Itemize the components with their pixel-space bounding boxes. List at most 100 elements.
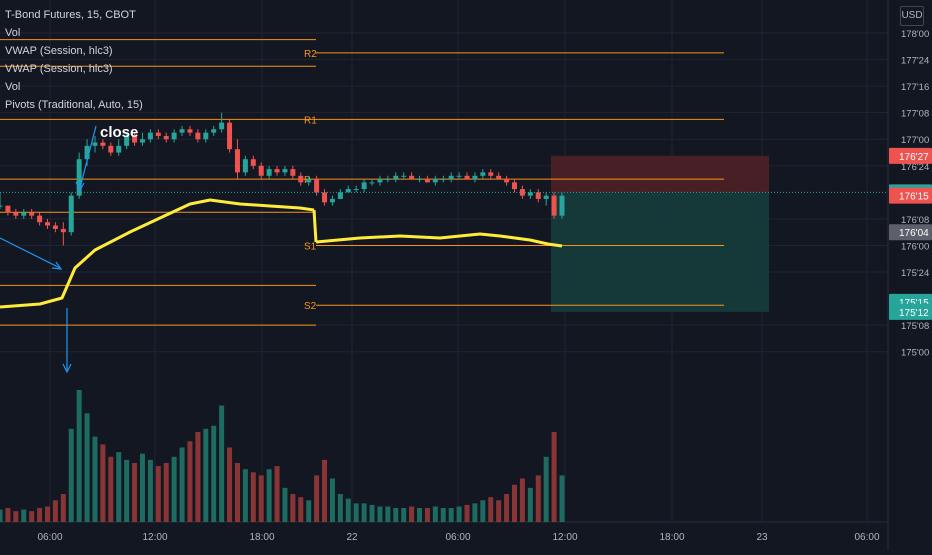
legend-indicator-vol[interactable]: Vol	[5, 81, 21, 93]
volume-bar	[551, 431, 557, 522]
y-tick-label: 176'08	[901, 215, 929, 226]
y-tick-label: 176'00	[901, 241, 929, 252]
price-label-box	[889, 187, 932, 204]
x-tick-label: 23	[756, 532, 768, 543]
volume-bar	[432, 506, 438, 522]
candle-body	[52, 225, 58, 229]
candle-body	[203, 132, 209, 140]
volume-bar	[512, 484, 518, 522]
price-label: 176'04	[899, 228, 929, 239]
volume-bar	[440, 508, 446, 522]
candle-body	[132, 135, 138, 143]
candle-body	[417, 179, 423, 181]
legend-indicator-pivots[interactable]: Pivots (Traditional, Auto, 15)	[5, 99, 143, 111]
legend-indicator-vwap[interactable]: VWAP (Session, hlc3)	[5, 45, 113, 57]
candle-body	[147, 132, 153, 140]
candle-body	[13, 212, 19, 216]
candle-body	[401, 175, 407, 177]
candle-body	[472, 175, 478, 180]
y-tick-label: 177'00	[901, 135, 929, 146]
volume-bar	[393, 508, 399, 522]
volume-bar	[274, 466, 280, 522]
volume-bar	[203, 428, 209, 522]
arrowhead-icon	[62, 363, 72, 374]
x-tick-label: 06:00	[37, 532, 62, 543]
y-tick-label: 176'24	[901, 162, 929, 173]
candle-body	[124, 135, 130, 146]
indicator-legend: T-Bond Futures, 15, CBOT Vol VWAP (Sessi…	[5, 6, 143, 114]
volume-bar	[219, 405, 225, 522]
candle-body	[5, 205, 11, 213]
candle-body	[424, 179, 430, 183]
candle-body	[314, 179, 320, 193]
volume-bar	[0, 509, 3, 522]
y-tick-label: 175'08	[901, 321, 929, 332]
profit-target-zone[interactable]	[551, 192, 769, 312]
candle-body	[68, 195, 74, 233]
candle-body	[353, 189, 359, 191]
candle-body	[361, 182, 367, 190]
candle-body	[29, 212, 35, 216]
currency-button[interactable]: USD	[900, 6, 924, 26]
candle-body	[504, 179, 510, 183]
candle-body	[195, 132, 201, 140]
volume-bar	[108, 456, 114, 522]
volume-bar	[21, 509, 27, 522]
stop-loss-zone[interactable]	[551, 155, 769, 193]
candle-body	[329, 198, 335, 203]
volume-bar	[227, 447, 233, 522]
candle-body	[369, 182, 375, 184]
volume-bar	[369, 504, 375, 522]
volume-bar	[559, 475, 565, 522]
volume-bar	[195, 431, 201, 522]
volume-bar	[464, 504, 470, 522]
candle-body	[337, 192, 343, 199]
candle-body	[290, 169, 296, 176]
candle-body	[298, 175, 304, 183]
pivot-label: S1	[304, 241, 317, 252]
volume-bar	[361, 503, 367, 522]
price-label-box	[889, 303, 932, 320]
volume-bar	[266, 469, 272, 522]
volume-bar	[132, 462, 138, 522]
volume-bar	[504, 494, 510, 522]
legend-indicator-vwap[interactable]: VWAP (Session, hlc3)	[5, 63, 113, 75]
volume-bar	[345, 498, 351, 522]
candle-body	[163, 135, 169, 140]
candle-body	[44, 222, 50, 226]
arrowhead-icon	[51, 261, 63, 270]
volume-bar	[179, 447, 185, 522]
x-tick-label: 06:00	[854, 532, 879, 543]
x-tick-label: 06:00	[445, 532, 470, 543]
x-tick-label: 18:00	[659, 532, 684, 543]
volume-bar	[258, 475, 264, 522]
volume-bar	[472, 503, 478, 522]
annotation-arrow-left[interactable]	[0, 237, 61, 269]
candle-body	[21, 212, 27, 216]
volume-bar	[535, 475, 541, 522]
volume-bar	[124, 459, 130, 522]
price-label: 176'27	[899, 152, 929, 163]
candle-body	[179, 129, 185, 133]
legend-symbol[interactable]: T-Bond Futures, 15, CBOT	[5, 9, 136, 21]
annotation-arrow-close[interactable]	[79, 125, 97, 189]
volume-bar	[100, 444, 106, 522]
volume-bar	[242, 469, 248, 522]
candle-body	[274, 169, 280, 173]
candle-body	[211, 129, 217, 133]
volume-bar	[76, 390, 82, 522]
volume-bar	[52, 500, 58, 522]
volume-bar	[298, 497, 304, 522]
volume-bar	[234, 462, 240, 522]
volume-bar	[306, 500, 312, 522]
y-tick-label: 177'08	[901, 109, 929, 120]
legend-indicator-vol[interactable]: Vol	[5, 27, 21, 39]
candle-body	[448, 175, 454, 180]
volume-bar	[409, 506, 415, 522]
candle-body	[37, 215, 43, 223]
volume-bar	[155, 466, 161, 522]
candle-body	[0, 205, 3, 207]
arrowhead-icon	[75, 181, 85, 192]
